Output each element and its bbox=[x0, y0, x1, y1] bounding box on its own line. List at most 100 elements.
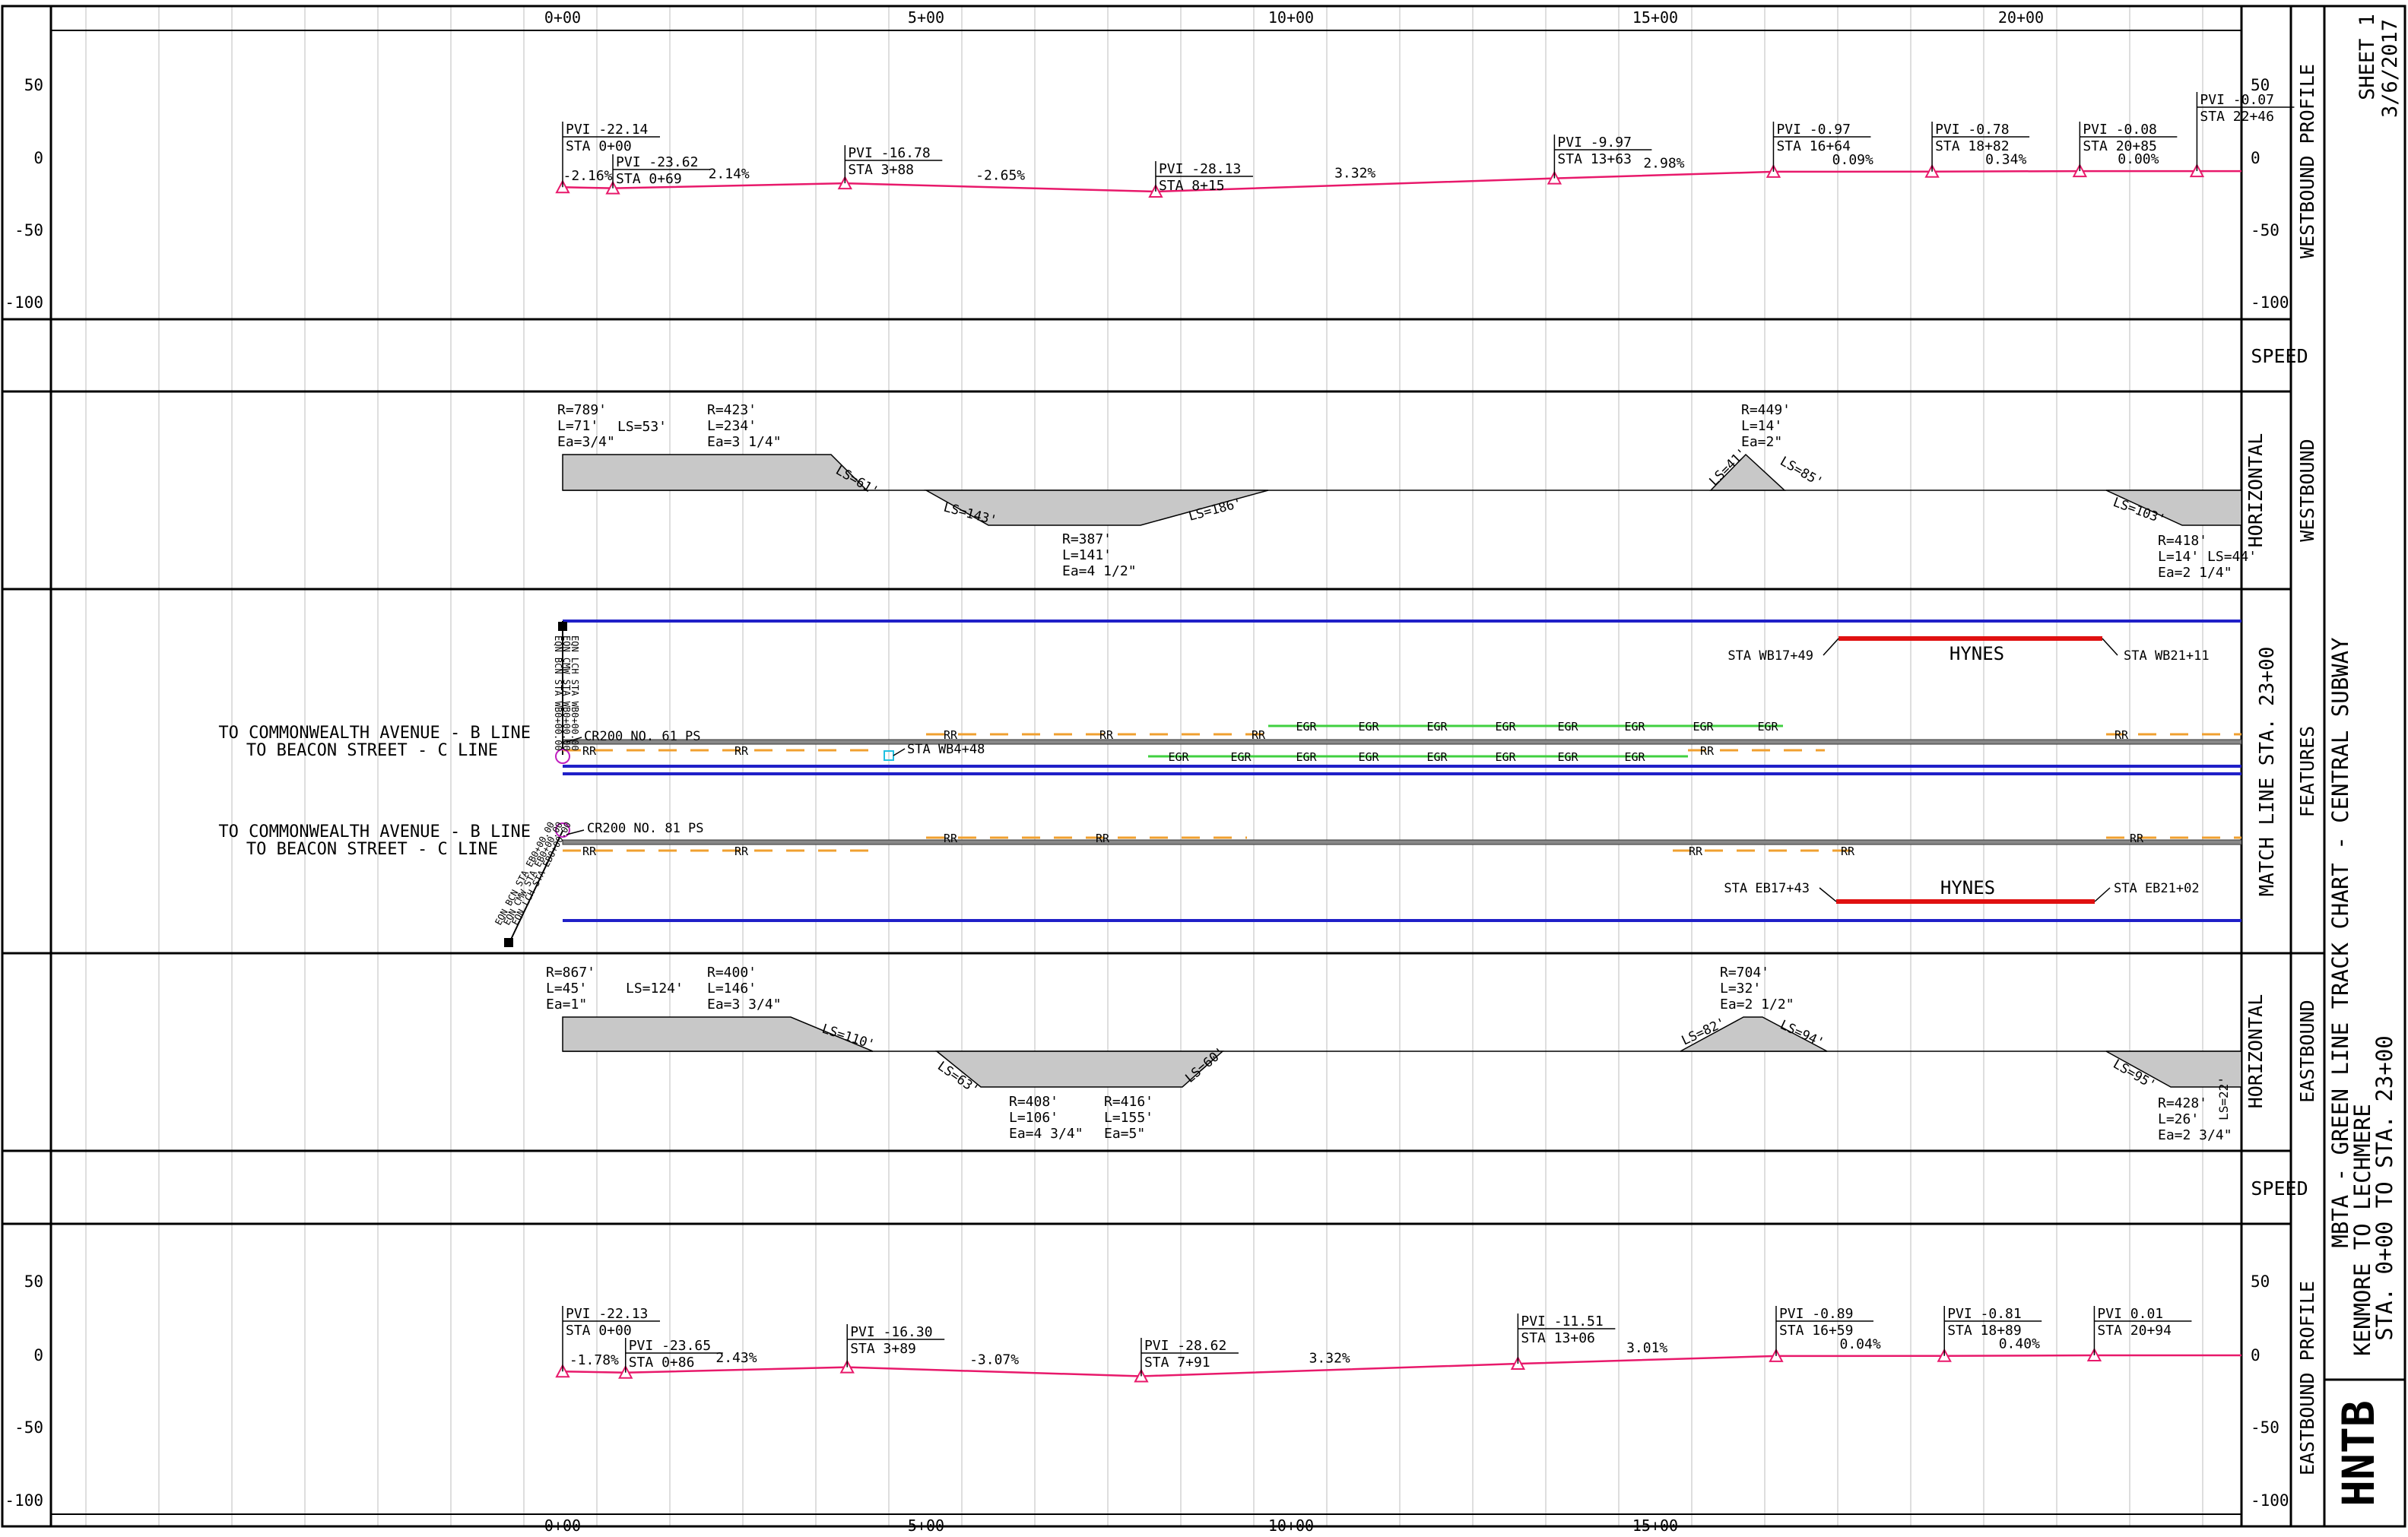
elevation-tick-right: 0 bbox=[2251, 149, 2260, 167]
pvi-elevation-label: PVI -0.08 bbox=[2083, 122, 2157, 138]
rr-label: RR bbox=[734, 744, 749, 758]
station-leader bbox=[2094, 887, 2111, 902]
profile-line bbox=[562, 170, 2241, 193]
curve-data: Ea=3/4" bbox=[557, 434, 615, 450]
station-start-label: STA WB17+49 bbox=[1727, 648, 1813, 664]
pvi-station-label: STA 3+89 bbox=[850, 1341, 916, 1357]
egr-label: EGR bbox=[1495, 750, 1516, 764]
pvi-elevation-label: PVI -16.30 bbox=[850, 1324, 932, 1340]
grade-label: -3.07% bbox=[969, 1352, 1019, 1368]
rr-label: RR bbox=[1252, 728, 1266, 742]
station-end-label: STA WB21+11 bbox=[2124, 648, 2210, 664]
pvi-station-label: STA 0+86 bbox=[629, 1355, 695, 1371]
elevation-tick-left: -100 bbox=[5, 1491, 43, 1510]
egr-label: EGR bbox=[1296, 720, 1317, 734]
rr-label: RR bbox=[734, 845, 749, 858]
egr-label: EGR bbox=[1557, 750, 1578, 764]
pvi-elevation-label: PVI 0.01 bbox=[2097, 1306, 2163, 1322]
curve-data: LS=53' bbox=[617, 419, 667, 435]
pvi-station-label: STA 13+63 bbox=[1557, 151, 1632, 167]
spiral-label: LS=85' bbox=[1778, 454, 1826, 490]
pvi-station-label: STA 0+69 bbox=[616, 171, 682, 187]
elevation-tick-left: 50 bbox=[24, 1272, 43, 1291]
egr-label: EGR bbox=[1557, 720, 1578, 734]
rr-label: RR bbox=[1700, 744, 1715, 758]
curve-data: Ea=4 3/4" bbox=[1009, 1126, 1083, 1142]
curve-data: R=387' bbox=[1062, 531, 1112, 547]
curve-data: R=428' bbox=[2158, 1095, 2207, 1111]
curve-data: L=146' bbox=[707, 981, 757, 997]
grade-label: 0.00% bbox=[2118, 151, 2159, 167]
drawing-content: 0+00 5+00 10+00 15+00 20+00 0+00 5+00 10+00 15+0… bbox=[5, 8, 2402, 1535]
pvi-elevation-label: PVI -16.78 bbox=[848, 145, 930, 161]
station-end-label: STA EB21+02 bbox=[2114, 881, 2200, 896]
title-line-3: STA. 0+00 TO STA. 23+00 bbox=[2372, 1035, 2397, 1341]
curve-data: Ea=2 3/4" bbox=[2158, 1127, 2232, 1143]
pvi-elevation-label: PVI -0.97 bbox=[1776, 122, 1851, 138]
grade-label: 3.32% bbox=[1309, 1350, 1350, 1366]
cr200-label: CR200 NO. 61 PS bbox=[584, 729, 701, 744]
curve-data: LS=124' bbox=[626, 981, 684, 997]
equation-label: EQN LCH STA WB0+00.00 bbox=[569, 635, 580, 751]
equation-label: EQN CMW STA WB0+00.00 bbox=[561, 635, 572, 751]
speed-label: SPEED bbox=[2251, 1177, 2308, 1199]
station-leader bbox=[1819, 887, 1837, 902]
station-name: HYNES bbox=[1950, 643, 2004, 664]
elevation-tick-left: -50 bbox=[14, 1418, 43, 1437]
elevation-tick-right: -50 bbox=[2251, 1418, 2280, 1437]
curve-data: Ea=1" bbox=[546, 997, 587, 1013]
station-name: HYNES bbox=[1940, 877, 1995, 898]
curve-data: R=423' bbox=[707, 402, 757, 418]
rr-label: RR bbox=[1841, 845, 1855, 858]
pvi-station-label: STA 20+85 bbox=[2083, 138, 2157, 154]
curve-data: L=141' bbox=[1062, 547, 1112, 563]
curve-data: R=704' bbox=[1720, 965, 1769, 981]
curve-left bbox=[2105, 490, 2242, 526]
grade-label: 0.09% bbox=[1832, 152, 1873, 168]
grade-label: 3.32% bbox=[1334, 165, 1375, 181]
egr-label: EGR bbox=[1426, 750, 1448, 764]
wb-rail-hatched bbox=[562, 739, 2242, 745]
pvi-elevation-label: PVI -23.62 bbox=[616, 154, 698, 170]
band-label: HORIZONTAL bbox=[2245, 994, 2267, 1109]
curve-left bbox=[924, 490, 1269, 526]
curve-data: Ea=3 3/4" bbox=[707, 997, 782, 1013]
branch-label: TO BEACON STREET - C LINE bbox=[246, 741, 498, 760]
rr-label: RR bbox=[944, 728, 958, 742]
elevation-tick-left: 50 bbox=[24, 76, 43, 94]
egr-label: EGR bbox=[1757, 720, 1778, 734]
pvi-station-label: STA 16+64 bbox=[1776, 138, 1851, 154]
eb-rail-hatched bbox=[562, 839, 2242, 845]
curve-right bbox=[1709, 453, 1786, 491]
station-label-top: 5+00 bbox=[908, 8, 944, 27]
curve-left bbox=[2105, 1051, 2242, 1088]
curve-data: Ea=2 1/4" bbox=[2158, 565, 2232, 581]
curve-data: R=400' bbox=[707, 965, 757, 981]
curve-right bbox=[562, 454, 868, 491]
pvi-station-label: STA 18+89 bbox=[1947, 1323, 2022, 1339]
curve-data: L=234' bbox=[707, 418, 757, 434]
elevation-tick-left: -100 bbox=[5, 293, 43, 312]
match-line-label: MATCH LINE STA. 23+00 bbox=[2256, 647, 2279, 897]
rr-label: RR bbox=[582, 744, 597, 758]
cr200-label: CR200 NO. 81 PS bbox=[587, 821, 704, 836]
curve-data: R=418' bbox=[2158, 533, 2207, 549]
rr-label: RR bbox=[944, 832, 958, 845]
pvi-station-label: STA 0+00 bbox=[566, 138, 632, 154]
pvi-station-label: STA 20+94 bbox=[2097, 1323, 2172, 1339]
rr-label: RR bbox=[2115, 728, 2129, 742]
elevation-tick-left: 0 bbox=[33, 1346, 43, 1364]
power-section-circle bbox=[555, 822, 570, 838]
speed-label: SPEED bbox=[2251, 345, 2308, 367]
grade-label: 2.43% bbox=[715, 1350, 757, 1366]
sta-wb448-label: STA WB4+48 bbox=[907, 742, 985, 757]
egr-label: EGR bbox=[1495, 720, 1516, 734]
grade-label: 0.40% bbox=[1999, 1336, 2040, 1352]
band-label: HORIZONTAL bbox=[2245, 433, 2267, 548]
curve-data: L=106' bbox=[1009, 1110, 1058, 1126]
station-label-top: 10+00 bbox=[1268, 8, 1314, 27]
curve-data: Ea=3 1/4" bbox=[707, 434, 782, 450]
elevation-tick-right: 50 bbox=[2251, 1272, 2270, 1291]
